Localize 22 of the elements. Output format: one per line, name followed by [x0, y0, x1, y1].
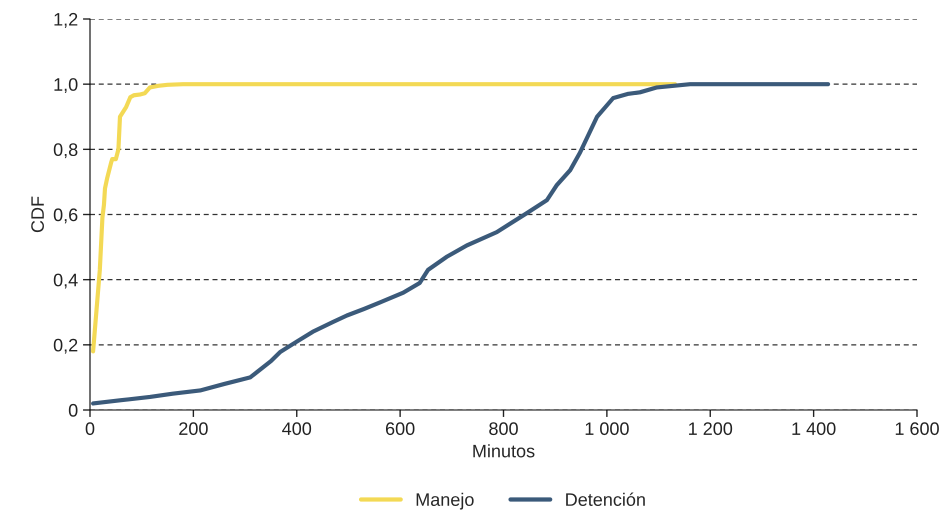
x-tick-label: 200	[179, 422, 208, 436]
x-tick-label: 1 200	[689, 422, 732, 436]
x-tick-label: 600	[386, 422, 414, 436]
y-tick-label: 0,2	[54, 338, 78, 354]
y-tick-label: 0,6	[54, 208, 78, 224]
x-tick-label: 1 400	[792, 422, 836, 436]
x-tick-label: 0	[86, 422, 94, 436]
y-tick-label: 0	[68, 404, 78, 417]
legend-label: Manejo	[416, 492, 474, 510]
x-tick-label: 400	[282, 422, 312, 436]
x-tick-label: 1 600	[896, 422, 939, 436]
x-axis-title: Minutos	[473, 444, 534, 458]
y-tick-label: 1,2	[54, 12, 78, 28]
line-series	[91, 82, 830, 406]
line-series	[91, 82, 678, 354]
x-tick-label: 1 000	[586, 422, 629, 436]
y-tick-label: 0,8	[54, 143, 78, 158]
y-axis-title: CDF	[31, 196, 44, 232]
x-tick-label: 800	[489, 422, 518, 436]
y-tick-label: 1,0	[54, 78, 78, 94]
legend-label: Detención	[566, 492, 645, 506]
y-tick-label: 0,4	[54, 274, 78, 289]
